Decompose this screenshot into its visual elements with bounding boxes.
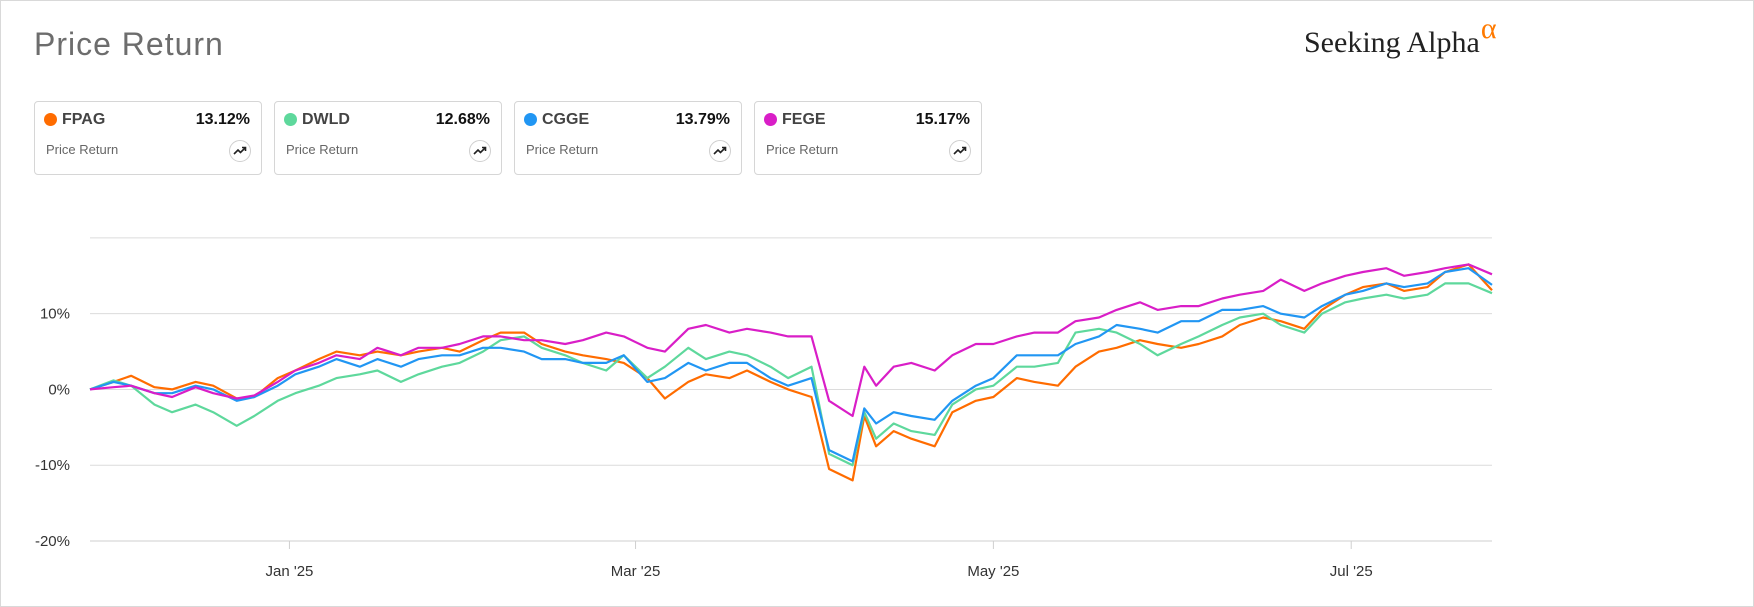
trend-icon[interactable] [709, 140, 731, 162]
card-value: 12.68% [435, 111, 490, 128]
card-label: Price Return [526, 142, 599, 157]
card-ticker: DWLD [302, 111, 350, 128]
card-value: 13.12% [195, 111, 250, 128]
legend-card-dwld[interactable]: DWLD 12.68% Price Return [274, 101, 502, 175]
x-tick-label: Jul '25 [1330, 563, 1373, 580]
x-tick-label: May '25 [967, 563, 1019, 580]
series-color-dot [524, 113, 537, 126]
x-tick-label: Jan '25 [265, 563, 313, 580]
card-ticker: CGGE [542, 111, 590, 128]
logo-text: Seeking Alpha [1304, 26, 1480, 59]
y-tick-label: -20% [35, 533, 70, 550]
alpha-icon: α [1480, 12, 1497, 45]
trend-icon[interactable] [949, 140, 971, 162]
trend-icon[interactable] [469, 140, 491, 162]
legend-card-fege[interactable]: FEGE 15.17% Price Return [754, 101, 982, 175]
trend-icon[interactable] [229, 140, 251, 162]
y-tick-label: -10% [35, 457, 70, 474]
card-label: Price Return [46, 142, 119, 157]
series-line-fege[interactable] [89, 263, 1493, 418]
card-ticker: FPAG [62, 111, 106, 128]
series-line-fpag[interactable] [89, 263, 1493, 482]
y-tick-label: 0% [48, 381, 70, 398]
y-axis: -20% -10% 0% 10% [35, 306, 70, 550]
card-value: 15.17% [915, 111, 970, 128]
series-color-dot [284, 113, 297, 126]
series-line-dwld[interactable] [89, 282, 1493, 467]
x-tick-label: Mar '25 [611, 563, 661, 580]
card-label: Price Return [286, 142, 359, 157]
card-value: 13.79% [675, 111, 730, 128]
card-label: Price Return [766, 142, 839, 157]
y-tick-label: 10% [40, 306, 70, 323]
card-ticker: FEGE [782, 111, 826, 128]
series-color-dot [44, 113, 57, 126]
page-title: Price Return [34, 26, 224, 62]
legend-card-fpag[interactable]: FPAG 13.12% Price Return [34, 101, 262, 175]
series-line-cgge[interactable] [89, 267, 1493, 463]
series-lines[interactable] [89, 263, 1493, 482]
seeking-alpha-logo[interactable]: Seeking Alphaα [1304, 12, 1497, 60]
series-color-dot [764, 113, 777, 126]
x-axis: Jan '25 Mar '25 May '25 Jul '25 [265, 541, 1373, 580]
legend-card-cgge[interactable]: CGGE 13.79% Price Return [514, 101, 742, 175]
